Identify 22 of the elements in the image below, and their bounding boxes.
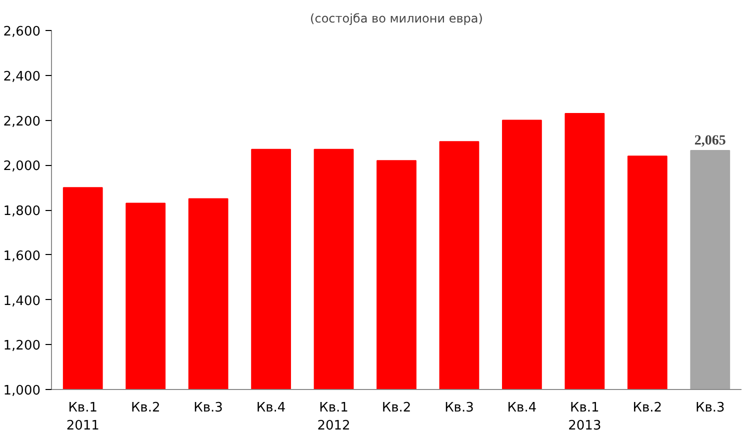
chart-subtitle: (состојба во милиони евра) xyxy=(310,12,483,26)
x-tick-label: Кв.2 xyxy=(382,400,412,416)
x-tick-label: Кв.4 xyxy=(507,400,537,416)
y-tick-label: 2,400 xyxy=(3,69,40,84)
y-tick-label: 1,800 xyxy=(3,204,40,219)
y-tick-label: 1,000 xyxy=(3,384,40,398)
x-tick-label: Кв.3 xyxy=(444,400,474,416)
x-tick-label: Кв.2 xyxy=(130,400,160,416)
y-tick-label: 1,400 xyxy=(3,294,40,309)
data-label: 2,065 xyxy=(694,134,726,149)
x-tick-label: Кв.1 2011 xyxy=(66,400,100,434)
x-tick-label: Кв.2 xyxy=(632,400,662,416)
x-tick-label: Кв.3 xyxy=(194,400,223,416)
x-tick-label: Кв.1 2012 xyxy=(317,400,350,434)
y-tick-label: 2,200 xyxy=(3,114,40,130)
x-tick-label: Кв.4 xyxy=(256,400,286,416)
x-tick-label: Кв.3 xyxy=(695,400,725,416)
y-tick-label: 2,600 xyxy=(3,24,40,40)
y-tick-label: 2,000 xyxy=(3,159,40,174)
x-tick-label: Кв.1 2013 xyxy=(568,400,602,434)
y-tick-label: 1,200 xyxy=(3,338,40,354)
y-tick-label: 1,600 xyxy=(3,248,40,264)
